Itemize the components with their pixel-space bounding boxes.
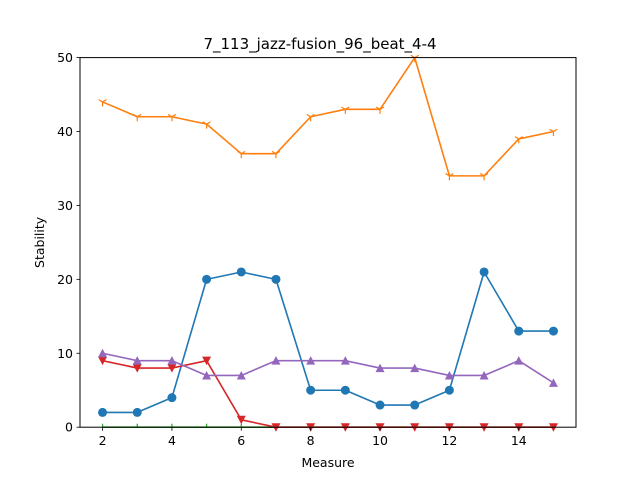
data-point — [375, 106, 385, 114]
x-tick-label: 14 — [511, 433, 527, 448]
data-point — [479, 173, 489, 181]
data-point — [167, 393, 177, 403]
data-point — [236, 415, 246, 425]
data-point — [548, 378, 558, 387]
data-point — [132, 407, 142, 417]
data-point — [445, 173, 454, 181]
data-point — [202, 121, 211, 129]
x-tick-label: 10 — [372, 433, 388, 448]
x-axis-title: Measure — [301, 455, 354, 470]
data-point — [98, 356, 108, 366]
data-point — [375, 363, 385, 373]
axis-ticks: 2 4 6 8 10 12 14 0 10 20 30 40 50 — [57, 50, 527, 448]
data-point — [237, 150, 246, 159]
data-point — [202, 274, 212, 284]
data-point — [271, 150, 281, 159]
data-point — [98, 99, 107, 107]
data-point — [98, 407, 108, 417]
data-point — [306, 356, 316, 365]
data-point — [479, 267, 489, 277]
x-tick-label: 8 — [307, 433, 315, 448]
data-point — [375, 400, 385, 410]
data-point — [514, 326, 524, 336]
data-point — [479, 370, 489, 380]
data-point — [167, 356, 177, 365]
x-tick-label: 4 — [168, 433, 176, 448]
data-point — [514, 136, 523, 144]
data-point — [271, 356, 281, 365]
series-series-5 — [98, 348, 558, 387]
data-point — [236, 370, 246, 380]
series-series-2 — [98, 54, 558, 181]
data-point — [514, 356, 524, 365]
data-point — [132, 364, 142, 373]
y-tick-label: 0 — [65, 420, 73, 435]
data-point — [548, 326, 558, 336]
data-point — [549, 128, 558, 137]
y-tick-label: 50 — [57, 50, 73, 65]
series-layer — [98, 54, 558, 432]
data-point — [340, 356, 350, 365]
data-point — [98, 348, 108, 358]
y-tick-label: 10 — [57, 346, 73, 361]
data-point — [202, 370, 212, 380]
y-axis-title: Stability — [32, 216, 47, 268]
data-point — [444, 370, 454, 380]
data-point — [410, 400, 420, 410]
data-point — [167, 364, 177, 373]
y-tick-label: 30 — [57, 198, 73, 213]
data-point — [167, 113, 177, 122]
data-point — [132, 356, 142, 365]
y-tick-label: 20 — [57, 272, 73, 287]
plot-frame — [79, 57, 577, 428]
data-point — [202, 356, 212, 366]
series-line — [102, 271, 554, 414]
series-line — [102, 352, 554, 384]
data-point — [341, 106, 350, 114]
series-series-4 — [98, 356, 558, 432]
data-point — [444, 385, 454, 395]
data-point — [410, 363, 420, 373]
chart-title: 7_113_jazz-fusion_96_beat_4-4 — [203, 35, 436, 54]
x-tick-label: 6 — [237, 433, 245, 448]
series-series-1 — [98, 267, 558, 417]
data-point — [236, 267, 246, 277]
x-tick-label: 12 — [441, 433, 457, 448]
data-point — [133, 113, 142, 122]
data-point — [306, 385, 316, 395]
data-point — [306, 113, 315, 122]
data-point — [271, 274, 281, 284]
series-line — [102, 56, 554, 177]
y-tick-label: 40 — [57, 124, 73, 139]
x-tick-label: 2 — [99, 433, 107, 448]
data-point — [340, 385, 350, 395]
